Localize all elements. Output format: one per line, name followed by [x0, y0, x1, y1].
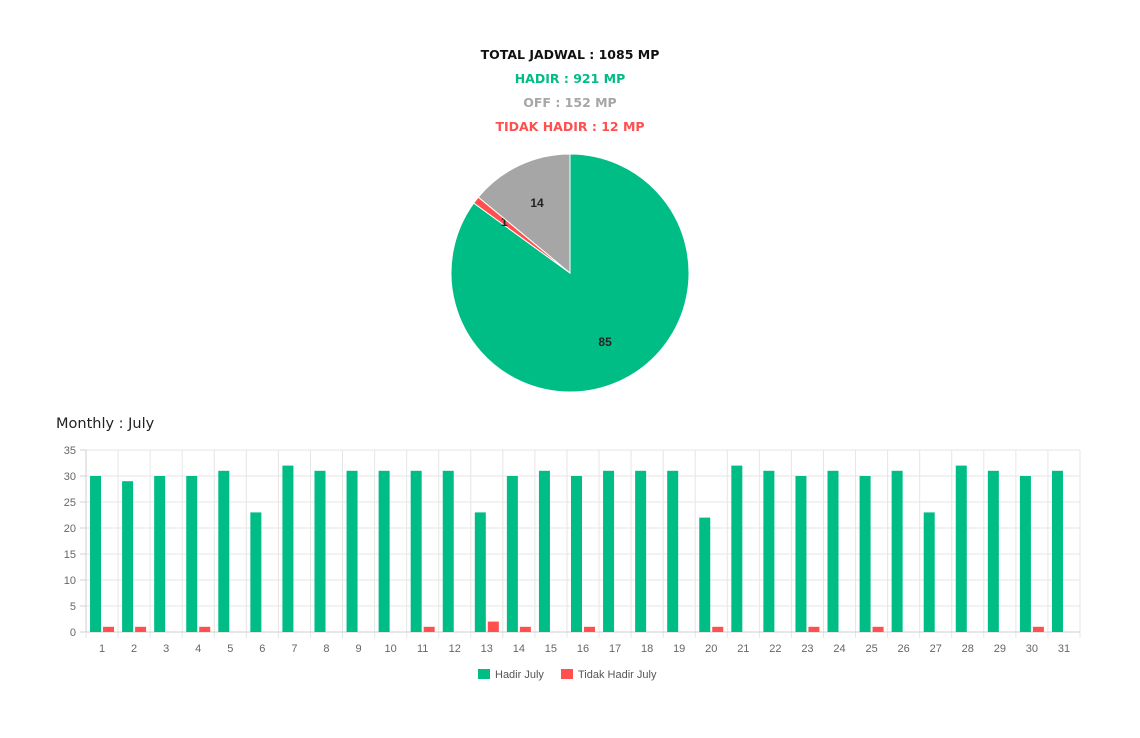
x-tick-label: 3: [163, 643, 169, 655]
x-tick-label: 16: [577, 643, 589, 655]
legend-swatch[interactable]: [561, 669, 573, 679]
bar-hadir[interactable]: [442, 470, 454, 632]
x-tick-label: 31: [1058, 643, 1070, 655]
bar-hadir[interactable]: [1051, 470, 1063, 632]
x-tick-label: 30: [1026, 643, 1038, 655]
bar-hadir[interactable]: [859, 476, 871, 632]
x-tick-label: 10: [384, 643, 396, 655]
x-tick-label: 28: [962, 643, 974, 655]
x-tick-label: 6: [259, 643, 265, 655]
bar-hadir[interactable]: [795, 476, 807, 632]
x-tick-label: 23: [801, 643, 813, 655]
bar-hadir[interactable]: [122, 481, 134, 632]
y-tick-label: 35: [64, 445, 76, 457]
y-tick-label: 25: [64, 497, 76, 509]
x-tick-label: 4: [195, 643, 201, 655]
bar-tidak-hadir[interactable]: [808, 626, 820, 632]
bar-hadir[interactable]: [763, 470, 775, 632]
bar-hadir[interactable]: [410, 470, 422, 632]
bar-hadir[interactable]: [538, 470, 550, 632]
x-tick-label: 25: [865, 643, 877, 655]
bar-hadir[interactable]: [571, 476, 582, 632]
hadir-label: HADIR : 921 MP: [514, 71, 626, 86]
x-tick-label: 13: [481, 643, 493, 655]
bar-hadir[interactable]: [667, 470, 679, 632]
pie-value-label: 14: [530, 196, 544, 210]
y-tick-label: 20: [64, 523, 76, 535]
pie-slice-off[interactable]: [477, 153, 571, 275]
summary-panel: TOTAL JADWAL : 1085 MP HADIR : 921 MP OF…: [370, 43, 770, 139]
bar-hadir[interactable]: [154, 476, 166, 632]
legend-label[interactable]: Hadir July: [495, 669, 544, 681]
x-tick-label: 5: [227, 643, 233, 655]
x-tick-label: 17: [609, 643, 621, 655]
x-tick-label: 24: [833, 643, 845, 655]
x-tick-label: 8: [323, 643, 329, 655]
bar-hadir[interactable]: [891, 470, 903, 632]
bar-hadir[interactable]: [314, 470, 326, 632]
attendance-pie-chart: 85 1 14: [440, 145, 700, 405]
bar-tidak-hadir[interactable]: [712, 626, 724, 632]
bar-tidak-hadir[interactable]: [487, 621, 499, 632]
y-tick-label: 30: [64, 471, 76, 483]
x-tick-label: 9: [355, 643, 361, 655]
y-tick-label: 5: [70, 601, 76, 613]
bar-hadir[interactable]: [186, 476, 198, 632]
tidak-hadir-label: TIDAK HADIR : 12 MP: [495, 119, 645, 134]
y-tick-label: 10: [64, 575, 76, 587]
x-tick-label: 26: [898, 643, 910, 655]
x-tick-label: 14: [513, 643, 525, 655]
bar-hadir[interactable]: [699, 517, 711, 632]
pie-value-label: 85: [598, 335, 612, 349]
x-tick-label: 2: [131, 643, 137, 655]
bar-tidak-hadir[interactable]: [1032, 626, 1044, 632]
bar-hadir[interactable]: [506, 476, 518, 632]
bar-hadir[interactable]: [250, 512, 262, 632]
x-tick-label: 29: [994, 643, 1006, 655]
bar-tidak-hadir[interactable]: [872, 626, 884, 632]
pie-value-label: 1: [501, 215, 508, 229]
x-tick-label: 12: [449, 643, 461, 655]
bar-tidak-hadir[interactable]: [423, 626, 435, 632]
monthly-bar-chart: 0 5 10 15 20 25 30 35 1 2 3 4 5 6 7 8 9 10 11 12 13 14 15 16 17 1…: [0, 438, 1140, 698]
x-tick-label: 19: [673, 643, 685, 655]
bar-tidak-hadir[interactable]: [519, 626, 531, 632]
bar-hadir[interactable]: [635, 470, 647, 632]
x-tick-label: 22: [769, 643, 781, 655]
bar-hadir[interactable]: [378, 470, 390, 632]
x-tick-label: 27: [930, 643, 942, 655]
monthly-title: Monthly : July: [56, 416, 155, 432]
y-tick-label: 15: [64, 549, 76, 561]
bar-hadir[interactable]: [827, 470, 839, 632]
x-tick-label: 20: [705, 643, 717, 655]
bar-hadir[interactable]: [90, 476, 102, 632]
bar-hadir[interactable]: [346, 470, 358, 632]
bar-tidak-hadir[interactable]: [584, 626, 595, 632]
bar-tidak-hadir[interactable]: [135, 626, 147, 632]
off-label: OFF : 152 MP: [523, 95, 617, 110]
bar-hadir[interactable]: [282, 465, 294, 632]
bar-hadir[interactable]: [923, 512, 935, 632]
bar-hadir[interactable]: [987, 470, 999, 632]
bar-hadir[interactable]: [218, 470, 230, 632]
bar-hadir[interactable]: [474, 512, 486, 632]
x-tick-label: 7: [291, 643, 297, 655]
x-tick-label: 11: [417, 643, 428, 655]
y-tick-label: 0: [70, 627, 76, 639]
legend-swatch[interactable]: [478, 669, 490, 679]
bar-tidak-hadir[interactable]: [103, 626, 115, 632]
x-tick-label: 1: [99, 643, 105, 655]
x-tick-label: 15: [545, 643, 557, 655]
legend-label[interactable]: Tidak Hadir July: [578, 669, 657, 681]
bar-tidak-hadir[interactable]: [199, 626, 211, 632]
x-tick-label: 21: [737, 643, 749, 655]
bar-hadir[interactable]: [955, 465, 967, 632]
bar-hadir[interactable]: [731, 465, 743, 632]
bar-hadir[interactable]: [1019, 476, 1031, 632]
x-tick-label: 18: [641, 643, 653, 655]
bar-hadir[interactable]: [603, 470, 615, 632]
total-jadwal-label: TOTAL JADWAL : 1085 MP: [480, 47, 660, 62]
